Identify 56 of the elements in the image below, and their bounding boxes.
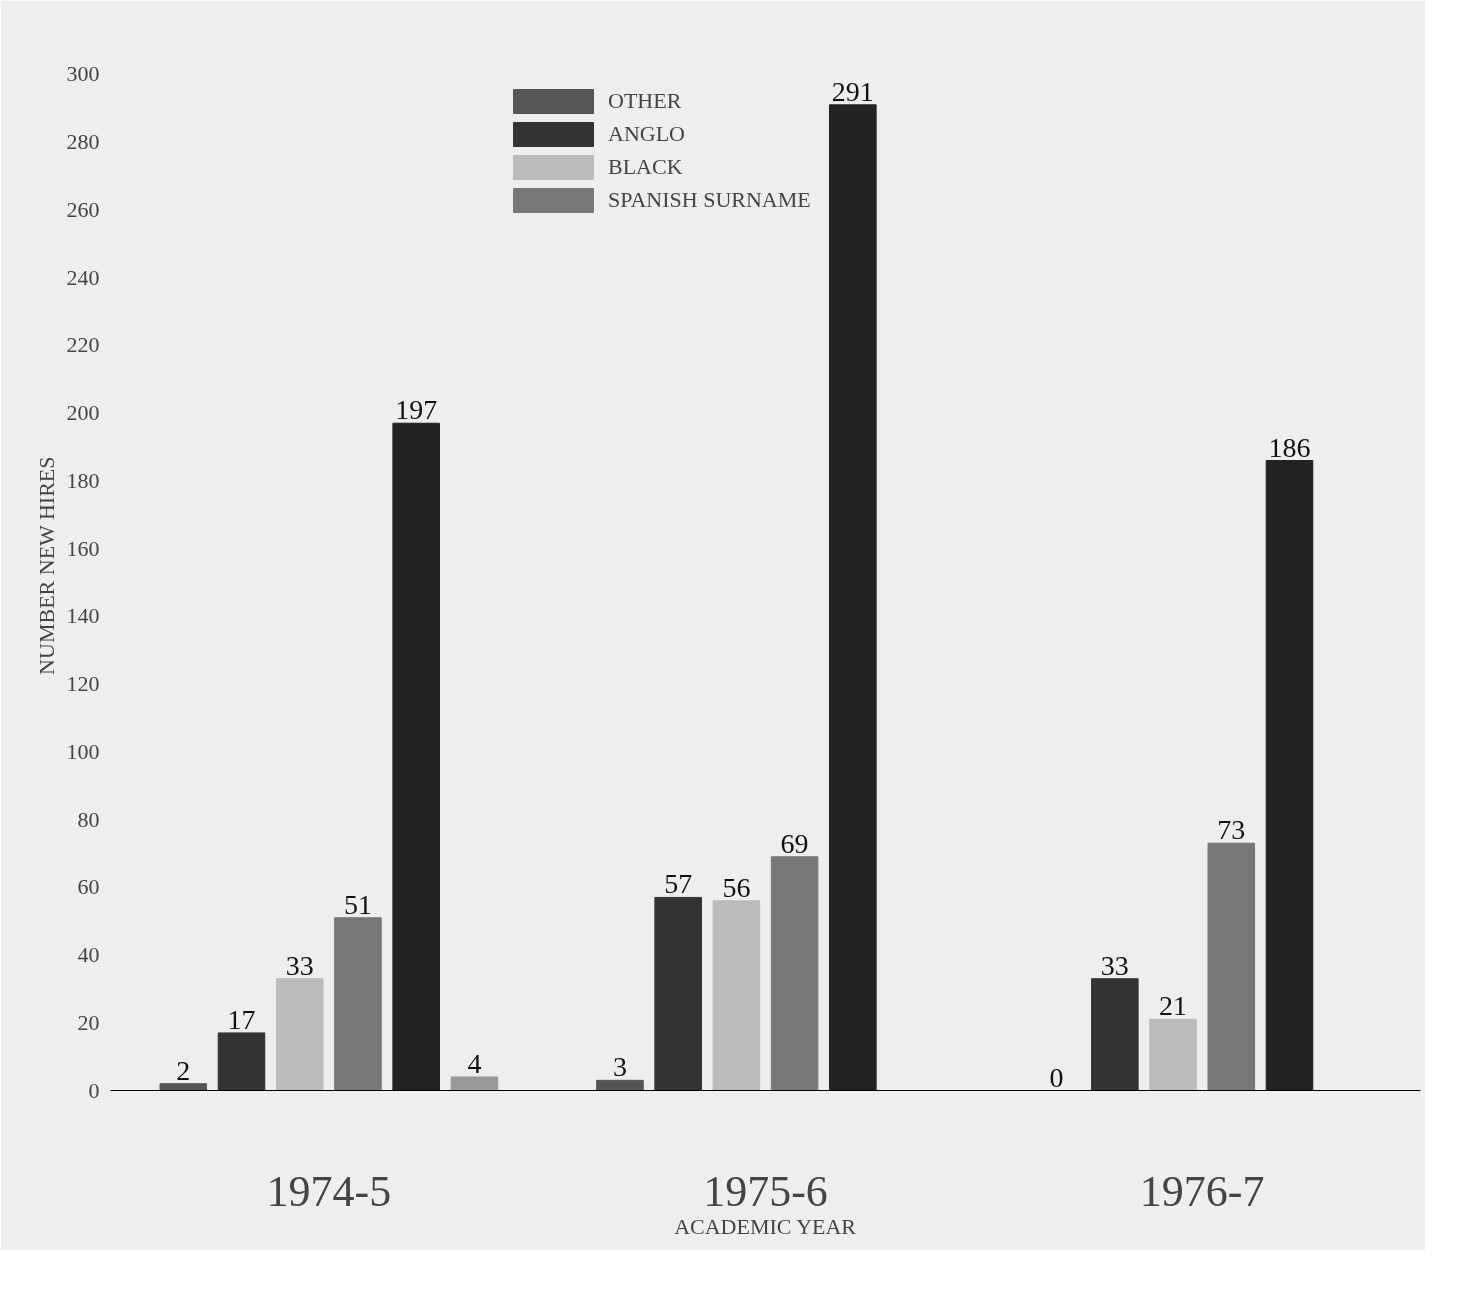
bar	[654, 896, 702, 1091]
y-tick-label: 100	[66, 738, 100, 764]
y-tick-label: 140	[66, 603, 100, 629]
data-label: 291	[831, 75, 874, 107]
y-tick-label: 220	[66, 332, 100, 358]
x-tick-label: 1976-7	[1139, 1166, 1265, 1216]
bar	[159, 1083, 208, 1091]
bar	[770, 856, 819, 1091]
legend-label: BLACK	[608, 154, 683, 180]
bar	[712, 900, 761, 1091]
bar	[392, 422, 440, 1091]
bar	[829, 104, 877, 1091]
data-label: 33	[285, 949, 314, 981]
bar	[1207, 842, 1256, 1091]
data-label: 21	[1159, 990, 1188, 1022]
data-label: 197	[395, 394, 438, 426]
bar	[1149, 1018, 1197, 1091]
data-label: 33	[1100, 949, 1129, 981]
y-axis-title: NUMBER NEW HIRES	[33, 456, 59, 675]
bar	[1265, 460, 1314, 1091]
legend-label: ANGLO	[608, 121, 685, 147]
y-tick-label: 280	[66, 129, 100, 155]
data-label: 186	[1268, 431, 1311, 463]
data-label: 3	[612, 1051, 627, 1083]
x-axis-title: ACADEMIC YEAR	[674, 1213, 857, 1239]
data-label: 51	[343, 888, 372, 920]
data-label: 2	[176, 1054, 191, 1086]
data-label: 73	[1217, 814, 1246, 846]
data-label: 56	[722, 871, 751, 903]
y-tick-label: 20	[77, 1009, 100, 1035]
x-tick-label: 1974-5	[266, 1166, 392, 1216]
data-label: 17	[227, 1003, 256, 1035]
legend-label: SPANISH SURNAME	[608, 187, 811, 213]
bar	[1091, 978, 1139, 1091]
y-tick-label: 200	[66, 400, 100, 426]
data-label: 4	[467, 1047, 482, 1079]
y-tick-label: 40	[77, 942, 100, 968]
bar	[275, 978, 324, 1091]
y-tick-label: 240	[66, 264, 100, 290]
y-tick-label: 260	[66, 196, 100, 222]
bar	[217, 1032, 266, 1091]
y-tick-label: 60	[77, 874, 100, 900]
data-label: 0	[1049, 1061, 1064, 1093]
y-tick-label: 120	[66, 671, 100, 697]
y-tick-label: 300	[66, 61, 100, 87]
data-label: 57	[664, 868, 693, 900]
y-tick-label: 80	[77, 806, 100, 832]
y-tick-label: 180	[66, 467, 100, 493]
bar	[596, 1079, 644, 1091]
bar	[450, 1076, 499, 1091]
y-tick-label: 0	[88, 1077, 100, 1103]
data-label: 69	[780, 827, 809, 859]
x-tick-label: 1975-6	[703, 1166, 828, 1216]
legend-label: OTHER	[608, 88, 682, 114]
bar	[334, 917, 382, 1091]
y-tick-label: 160	[66, 535, 100, 561]
